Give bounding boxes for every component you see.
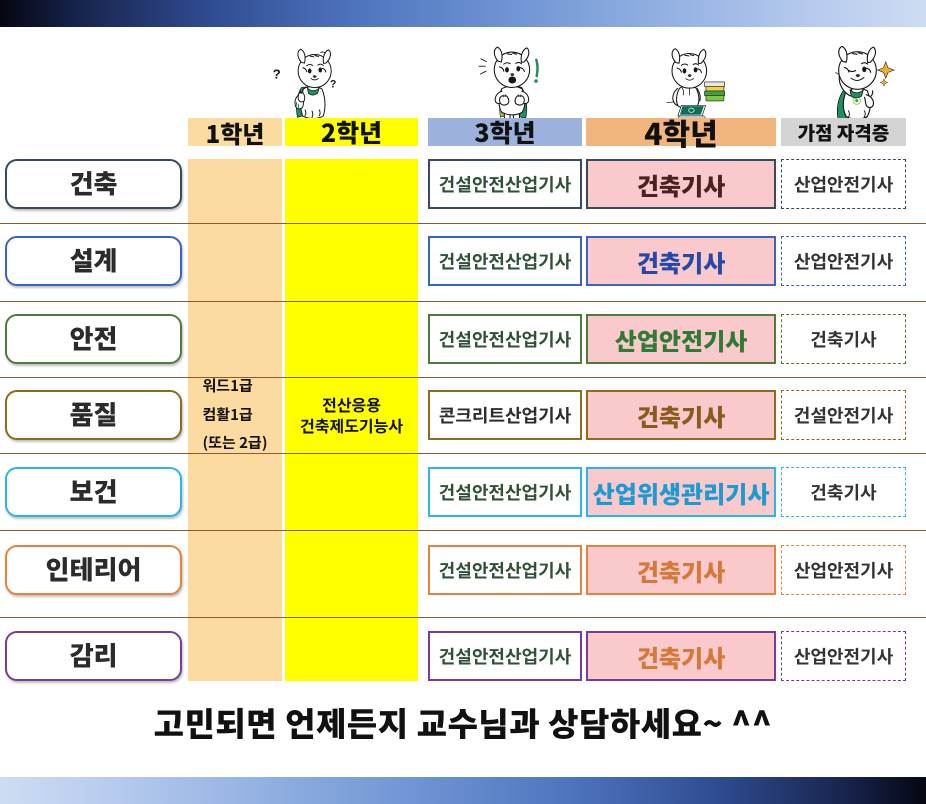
svg-text:?: ? [330, 79, 336, 91]
svg-text:?: ? [273, 66, 281, 81]
